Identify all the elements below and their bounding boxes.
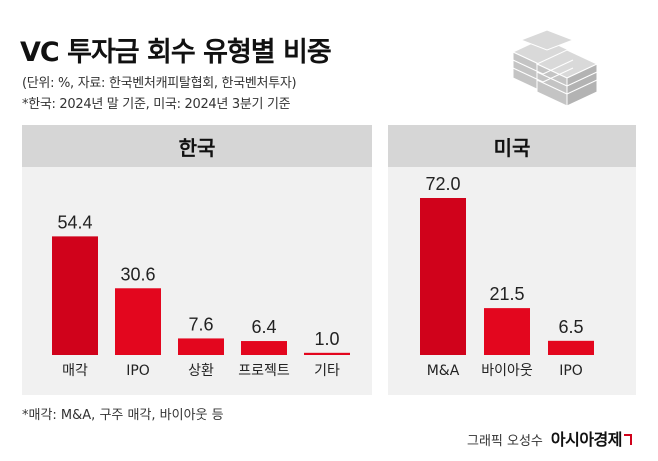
category-label-korea-0: 매각: [62, 363, 88, 379]
value-label-us-2: 6.5: [558, 317, 583, 337]
value-label-us-1: 21.5: [489, 284, 524, 304]
category-label-us-1: 바이아웃: [481, 363, 533, 379]
bar-us-2: [548, 340, 594, 355]
value-label-korea-0: 54.4: [57, 212, 92, 232]
unit-source-note: (단위: %, 자료: 한국벤처캐피탈협회, 한국벤처투자): [22, 76, 297, 91]
chart-title: VC 투자금 회수 유형별 비중: [20, 37, 332, 68]
category-label-us-0: M&A: [427, 363, 460, 379]
category-label-korea-3: 프로젝트: [238, 363, 290, 379]
category-label-korea-2: 상환: [188, 363, 214, 379]
value-label-korea-4: 1.0: [314, 329, 339, 349]
bar-korea-0: [52, 236, 98, 355]
category-label-korea-4: 기타: [314, 363, 340, 379]
korea-panel-header: 한국: [22, 125, 372, 167]
korea-panel: 한국 54.4 매각 30.6 IPO 7.6 상환 6.4 프로젝트 1.0 기타: [22, 125, 372, 395]
value-label-korea-3: 6.4: [251, 317, 276, 337]
value-label-korea-2: 7.6: [188, 314, 213, 334]
category-label-us-2: IPO: [559, 363, 583, 379]
basis-date-note: *한국: 2024년 말 기준, 미국: 2024년 3분기 기준: [22, 97, 291, 112]
bar-korea-3: [241, 341, 287, 355]
stacked-money-icon: [511, 29, 599, 107]
bar-us-1: [484, 308, 530, 355]
bar-korea-4: [304, 352, 350, 355]
brand-mark-icon: [624, 434, 632, 445]
brand-logo: 아시아경제: [551, 426, 632, 450]
credit-line: 그래픽 오성수 아시아경제: [467, 426, 632, 450]
bar-us-0: [420, 198, 466, 355]
us-panel: 미국 72.0 M&A 21.5 바이아웃 6.5 IPO: [388, 125, 636, 395]
bar-korea-1: [115, 288, 161, 355]
korea-bar-chart: 54.4 매각 30.6 IPO 7.6 상환 6.4 프로젝트 1.0 기타: [52, 212, 350, 379]
footnote: *매각: M&A, 구주 매각, 바이아웃 등: [22, 408, 224, 423]
bar-korea-2: [178, 338, 224, 355]
value-label-us-0: 72.0: [425, 174, 460, 194]
us-bar-chart: 72.0 M&A 21.5 바이아웃 6.5 IPO: [420, 174, 594, 379]
category-label-korea-1: IPO: [126, 363, 150, 379]
graphic-credit: 그래픽 오성수: [466, 434, 543, 449]
us-panel-header: 미국: [388, 125, 636, 167]
value-label-korea-1: 30.6: [120, 264, 155, 284]
